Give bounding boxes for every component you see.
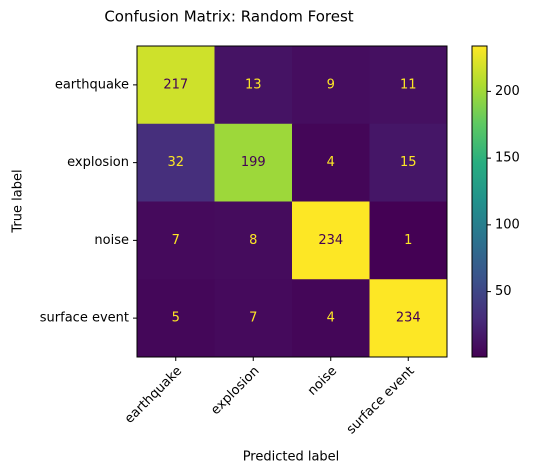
cell-label: 234: [318, 233, 343, 248]
cell-label: 4: [327, 311, 335, 326]
heatmap-cell: [369, 279, 448, 358]
cell-label: 32: [167, 155, 184, 170]
heatmap-cell: [137, 123, 215, 202]
heatmap-cell: [369, 201, 448, 280]
y-tick-label: surface event: [40, 311, 129, 326]
x-tick-label: noise: [305, 364, 340, 399]
y-tick-label: earthquake: [55, 77, 129, 92]
heatmap-cell: [214, 201, 293, 280]
cell-label: 7: [172, 233, 180, 248]
cell-label: 7: [249, 311, 257, 326]
colorbar: [471, 45, 488, 358]
cell-label: 217: [163, 77, 188, 92]
colorbar-tick-label: 200: [495, 84, 520, 99]
cell-label: 8: [249, 233, 257, 248]
x-tick-label: earthquake: [122, 364, 185, 427]
x-tick-label: surface event: [344, 364, 418, 438]
heatmap-cell: [137, 201, 215, 280]
chart-title: Confusion Matrix: Random Forest: [104, 8, 353, 26]
y-tick-label: explosion: [67, 155, 129, 170]
y-tick-label: noise: [94, 233, 129, 248]
y-axis-label: True label: [11, 169, 26, 233]
heatmap-cell: [292, 123, 370, 202]
cell-label: 4: [327, 155, 335, 170]
heatmap-cell: [292, 46, 370, 125]
cell-label: 5: [172, 311, 180, 326]
cell-label: 1: [404, 233, 412, 248]
heatmap-cell: [214, 123, 293, 202]
x-tick-label: explosion: [208, 364, 262, 418]
cell-label: 13: [245, 77, 262, 92]
plot-frame: [136, 45, 448, 358]
cell-label: 234: [396, 311, 421, 326]
cell-label: 199: [241, 155, 266, 170]
colorbar-tick-label: 150: [495, 151, 520, 166]
cell-label: 9: [327, 77, 335, 92]
heatmap-cell: [369, 123, 448, 202]
cell-label: 15: [400, 155, 417, 170]
x-axis-label: Predicted label: [243, 450, 340, 465]
colorbar-tick-label: 50: [495, 284, 512, 299]
heatmap-cell: [214, 279, 293, 358]
heatmap-cell: [137, 279, 215, 358]
heatmap-cell: [292, 279, 370, 358]
heatmap-cell: [214, 46, 293, 125]
heatmap-cell: [369, 46, 448, 125]
colorbar-tick-label: 100: [495, 217, 520, 232]
heatmap-cell: [137, 46, 215, 125]
cell-label: 11: [400, 77, 417, 92]
heatmap-cell: [292, 201, 370, 280]
